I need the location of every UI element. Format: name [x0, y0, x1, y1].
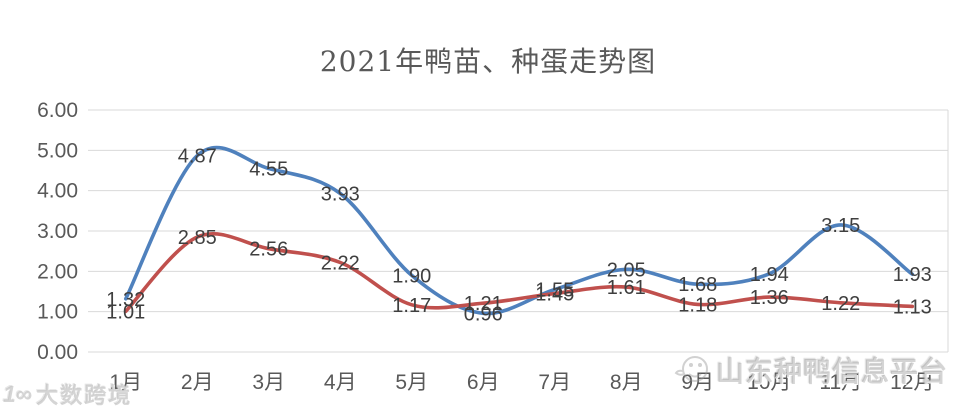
red-series-data-label: 1.61 — [607, 277, 646, 299]
x-axis-month-label: 7月 — [538, 371, 571, 394]
x-axis-month-label: 8月 — [610, 371, 643, 394]
x-axis-month-label: 10月 — [747, 371, 791, 394]
blue-series-data-label: 0.96 — [464, 303, 503, 325]
y-axis-tick-label: 5.00 — [37, 139, 78, 162]
blue-series-data-label: 4.87 — [178, 146, 217, 168]
x-axis-month-label: 5月 — [395, 371, 428, 394]
blue-series-line — [124, 145, 915, 316]
red-series-data-label: 1.17 — [392, 295, 431, 317]
blue-series-data-label: 2.05 — [607, 259, 646, 281]
blue-series-data-label: 3.93 — [321, 183, 360, 205]
y-axis-tick-label: 1.00 — [37, 301, 78, 324]
blue-series-data-label: 1.93 — [893, 264, 932, 286]
y-axis-tick-label: 6.00 — [37, 99, 78, 122]
y-axis-tick-label: 2.00 — [37, 260, 78, 283]
blue-series-data-label: 1.32 — [106, 289, 145, 311]
blue-series-data-label: 1.68 — [678, 274, 717, 296]
red-series-data-label: 1.45 — [535, 284, 574, 306]
red-series-data-label: 1.18 — [678, 294, 717, 316]
red-series-data-label: 1.01 — [106, 301, 145, 323]
x-axis-month-label: 12月 — [890, 371, 934, 394]
red-series-data-label: 2.22 — [321, 252, 360, 274]
red-series-data-label: 1.13 — [893, 296, 932, 318]
x-axis-month-label: 9月 — [681, 371, 714, 394]
red-series-data-label: 1.36 — [750, 287, 789, 309]
x-axis-month-label: 11月 — [819, 371, 862, 394]
y-axis-tick-label: 0.00 — [37, 341, 78, 364]
x-axis-month-label: 3月 — [252, 371, 285, 394]
blue-series-data-label: 4.55 — [249, 158, 288, 180]
blue-series-data-label: 1.55 — [535, 279, 574, 301]
blue-series-data-label: 1.90 — [392, 265, 431, 287]
blue-series-data-label: 3.15 — [821, 215, 860, 237]
red-series-data-label: 2.85 — [178, 227, 217, 249]
blue-series-data-label: 1.94 — [750, 264, 789, 286]
red-series-line — [124, 232, 915, 314]
red-series-data-label: 1.22 — [821, 293, 860, 315]
x-axis-month-label: 2月 — [181, 371, 214, 394]
y-axis-tick-label: 3.00 — [37, 220, 78, 243]
red-series-data-label: 2.56 — [249, 239, 288, 261]
y-axis-tick-label: 4.00 — [37, 180, 78, 203]
chart-title: 2021年鸭苗、种蛋走势图 — [319, 45, 657, 78]
x-axis-month-label: 6月 — [467, 371, 500, 394]
x-axis-month-label: 4月 — [324, 371, 357, 394]
x-axis-month-label: 1月 — [109, 371, 142, 394]
red-series-data-label: 1.21 — [464, 293, 503, 315]
